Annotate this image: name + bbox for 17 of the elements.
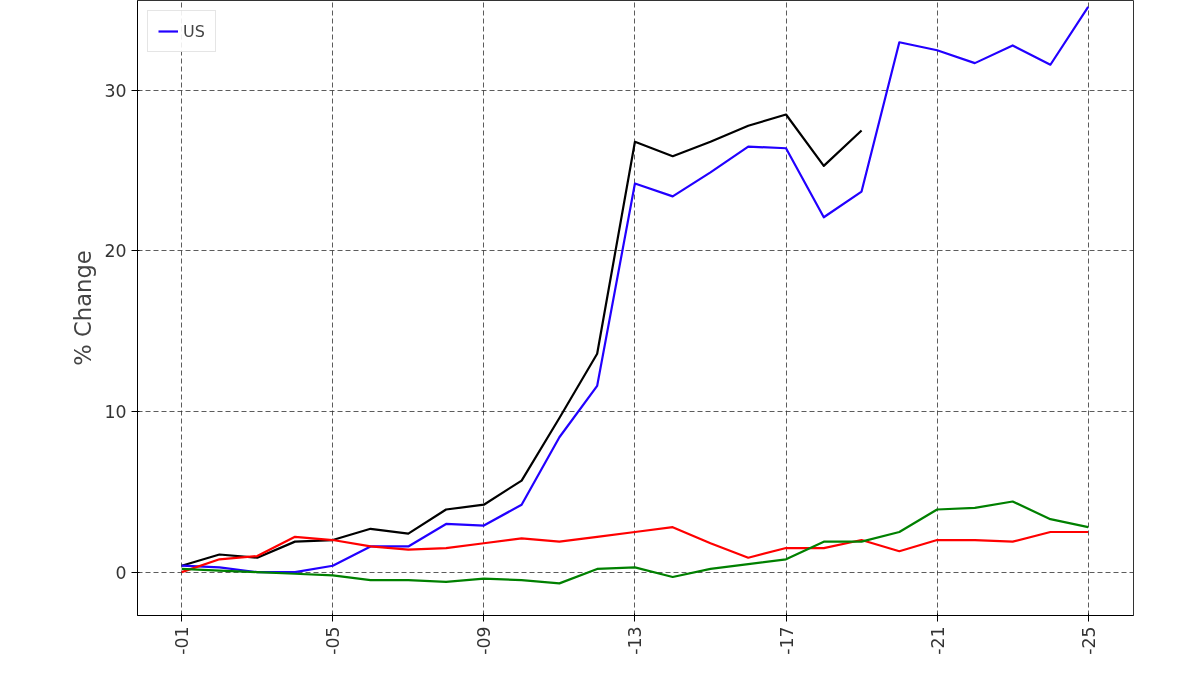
x-tick-label: -17 bbox=[776, 626, 797, 655]
y-tick-label: 20 bbox=[104, 241, 127, 262]
line-series bbox=[180, 526, 1090, 574]
x-tick-label: -09 bbox=[474, 626, 495, 655]
x-tick-label: -21 bbox=[927, 626, 948, 655]
y-tick-label: 30 bbox=[104, 80, 127, 101]
x-tick-label: -13 bbox=[625, 626, 646, 655]
x-tick-label: -25 bbox=[1078, 626, 1099, 655]
y-axis-title: % Change bbox=[70, 250, 97, 366]
line-series bbox=[180, 500, 1090, 585]
x-tick-label: -01 bbox=[172, 626, 193, 655]
line-series bbox=[180, 113, 863, 567]
y-tick-label: 10 bbox=[104, 402, 127, 423]
legend-label: US bbox=[183, 21, 205, 41]
y-tick-label: 0 bbox=[115, 562, 127, 583]
line-series bbox=[180, 5, 1090, 574]
x-tick-label: -05 bbox=[323, 626, 344, 655]
